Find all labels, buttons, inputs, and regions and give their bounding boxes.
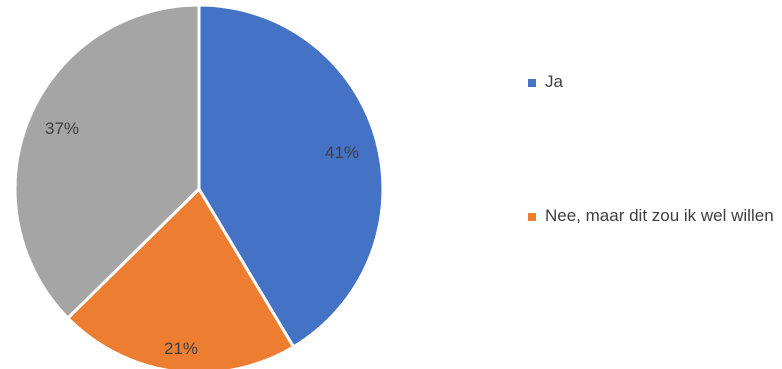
legend-label-ja: Ja	[545, 72, 563, 91]
pie-label-1: 41%	[325, 143, 359, 162]
pie-chart: 41% 21% 37%	[13, 3, 385, 369]
legend-swatch-ja	[528, 79, 536, 87]
pie-label-2: 21%	[164, 339, 198, 358]
pie-slice-2	[66, 187, 296, 369]
pie-label-3: 37%	[45, 119, 79, 138]
pie-slices	[13, 3, 385, 369]
legend-swatch-nee	[528, 213, 536, 221]
pie-slice-3	[13, 3, 201, 320]
pie-labels: 41% 21% 37%	[45, 119, 359, 358]
legend-label-nee: Nee, maar dit zou ik wel willen	[545, 206, 774, 225]
pie-slice-1	[197, 3, 385, 349]
